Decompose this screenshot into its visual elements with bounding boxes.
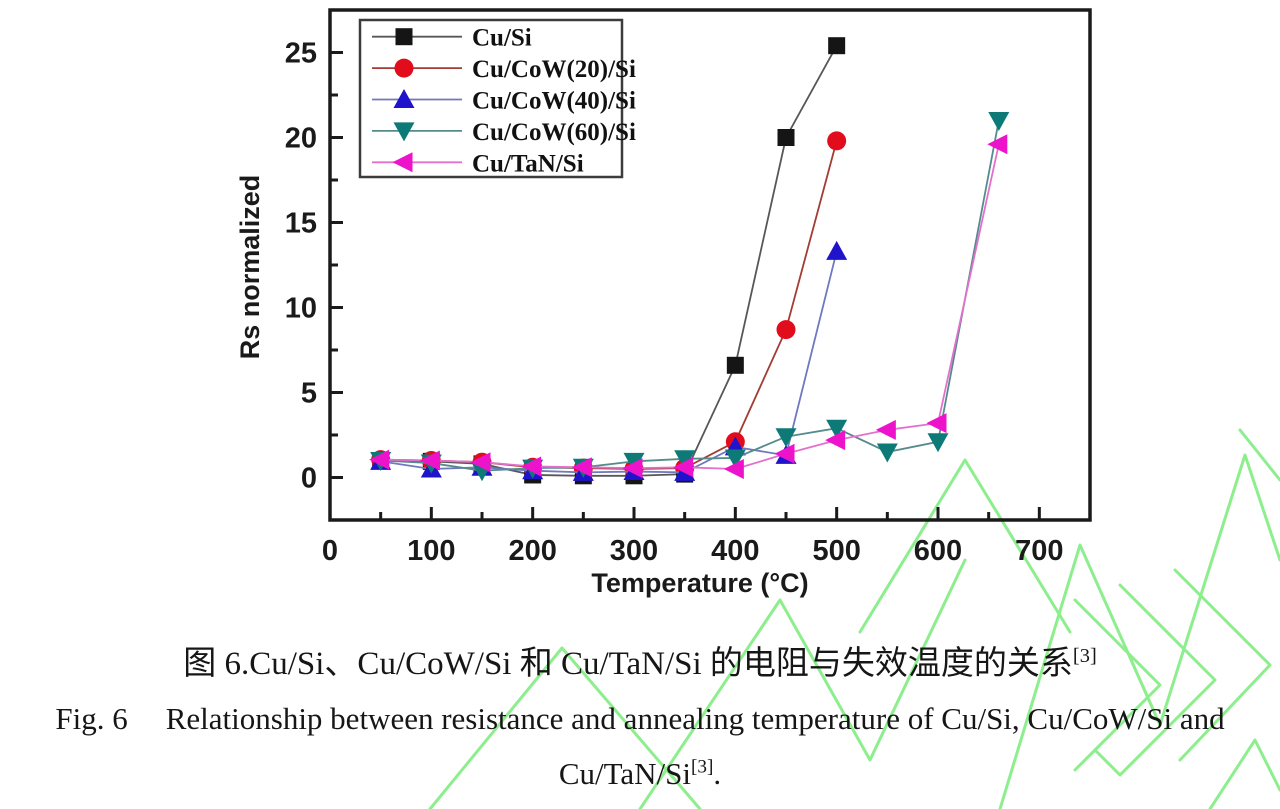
series-line	[380, 45, 838, 477]
caption-chinese-ref: [3]	[1072, 645, 1097, 667]
triangle-down-marker	[988, 112, 1010, 131]
triangle-left-marker	[470, 452, 491, 473]
y-tick-label: 10	[285, 293, 317, 325]
y-tick-label: 15	[285, 208, 317, 240]
triangle-down-marker	[393, 122, 415, 142]
watermark-chevron-1	[1073, 598, 1162, 772]
caption-english-line1: Fig. 6 Relationship between resistance an…	[0, 701, 1280, 737]
line-chart: Temperature (°C) Rs normalized 0 100 200 30…	[235, 8, 1092, 598]
legend-item-Cu/Si: Cu/Si	[372, 25, 532, 52]
triangle-down-marker	[623, 452, 645, 472]
triangle-down-marker	[876, 443, 898, 463]
square-marker	[726, 356, 744, 374]
x-tick-label: 300	[610, 535, 658, 567]
circle-marker	[776, 320, 796, 340]
x-tick-label: 600	[914, 535, 962, 567]
legend-label: Cu/CoW(20)/Si	[472, 56, 636, 83]
series-line	[380, 251, 838, 474]
caption-chinese: 图 6.Cu/Si、Cu/CoW/Si 和 Cu/TaN/Si 的电阻与失效温度…	[0, 636, 1280, 684]
y-tick-label: 25	[285, 38, 317, 70]
y-tick-label: 0	[301, 463, 317, 495]
plot-border	[328, 8, 1092, 522]
x-tick-label: 700	[1015, 535, 1063, 567]
caption-english-period: .	[713, 756, 722, 791]
caption-fig-label: Fig. 6	[55, 701, 128, 736]
legend-label: Cu/Si	[472, 25, 532, 52]
triangle-left-marker	[825, 430, 846, 451]
series-line	[380, 140, 838, 470]
triangle-left-marker	[673, 457, 694, 478]
series-line	[380, 144, 1000, 470]
caption-english-line2: Cu/TaN/Si[3].	[0, 756, 1280, 792]
triangle-left-marker	[521, 456, 542, 477]
series-Cu/CoW(40)/Si	[370, 240, 848, 481]
legend-item-Cu/CoW(40)/Si: Cu/CoW(40)/Si	[372, 88, 636, 115]
triangle-left-marker	[392, 152, 413, 173]
y-tick-label: 20	[285, 123, 317, 155]
triangle-left-marker	[926, 413, 947, 434]
x-tick-label: 500	[812, 535, 860, 567]
triangle-down-marker	[674, 450, 696, 470]
square-marker	[828, 37, 846, 55]
x-axis-label: Temperature (°C)	[591, 568, 808, 598]
legend-label: Cu/CoW(40)/Si	[472, 88, 636, 115]
triangle-left-marker	[875, 419, 896, 440]
figure-chart: Temperature (°C) Rs normalized 0 100 200 30…	[235, 8, 1092, 598]
caption-english-line2-text: Cu/TaN/Si	[558, 756, 692, 791]
legend-label: Cu/CoW(60)/Si	[472, 119, 636, 146]
legend-item-Cu/TaN/Si: Cu/TaN/Si	[372, 150, 584, 177]
x-tick-label: 400	[711, 535, 759, 567]
caption-english-text: Relationship between resistance and anne…	[165, 701, 1225, 736]
x-tick-label: 200	[508, 535, 556, 567]
triangle-left-marker	[369, 449, 390, 470]
square-marker	[777, 129, 795, 146]
circle-marker	[394, 58, 414, 78]
y-axis-label: Rs normalized	[235, 175, 265, 360]
triangle-up-marker	[393, 89, 415, 108]
triangle-down-marker	[826, 419, 848, 439]
circle-marker	[827, 131, 847, 151]
triangle-down-marker	[775, 428, 797, 448]
y-tick-label: 5	[301, 378, 317, 410]
legend-label: Cu/TaN/Si	[472, 150, 584, 177]
triangle-left-marker	[723, 459, 744, 479]
caption-chinese-text: 图 6.Cu/Si、Cu/CoW/Si 和 Cu/TaN/Si 的电阻与失效温度…	[183, 646, 1073, 682]
triangle-left-marker	[774, 443, 795, 464]
series-Cu/TaN/Si	[369, 134, 1008, 479]
legend: Cu/Si Cu/CoW(20)/Si Cu/CoW(40)/Si Cu/CoW(60…	[358, 18, 636, 179]
legend-item-Cu/CoW(20)/Si: Cu/CoW(20)/Si	[372, 56, 636, 83]
triangle-left-marker	[622, 458, 643, 479]
x-tick-label: 100	[407, 535, 455, 567]
square-marker	[395, 28, 413, 46]
x-tick-label: 0	[322, 535, 338, 567]
caption-english-ref: [3]	[691, 756, 714, 778]
triangle-down-marker	[724, 449, 746, 469]
triangle-left-marker	[987, 134, 1008, 155]
triangle-left-marker	[571, 457, 592, 478]
triangle-down-marker	[927, 433, 949, 453]
triangle-left-marker	[419, 450, 440, 471]
legend-item-Cu/CoW(60)/Si: Cu/CoW(60)/Si	[372, 119, 636, 146]
triangle-up-marker	[826, 240, 848, 260]
